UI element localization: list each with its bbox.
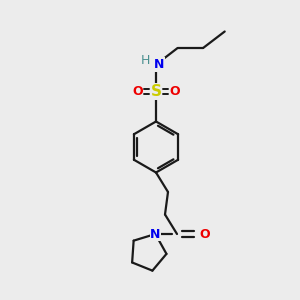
Text: N: N bbox=[150, 227, 161, 241]
Text: S: S bbox=[151, 84, 161, 99]
Text: O: O bbox=[200, 227, 210, 241]
Text: O: O bbox=[169, 85, 180, 98]
Text: O: O bbox=[132, 85, 143, 98]
Text: N: N bbox=[154, 58, 164, 71]
Text: H: H bbox=[141, 53, 150, 67]
